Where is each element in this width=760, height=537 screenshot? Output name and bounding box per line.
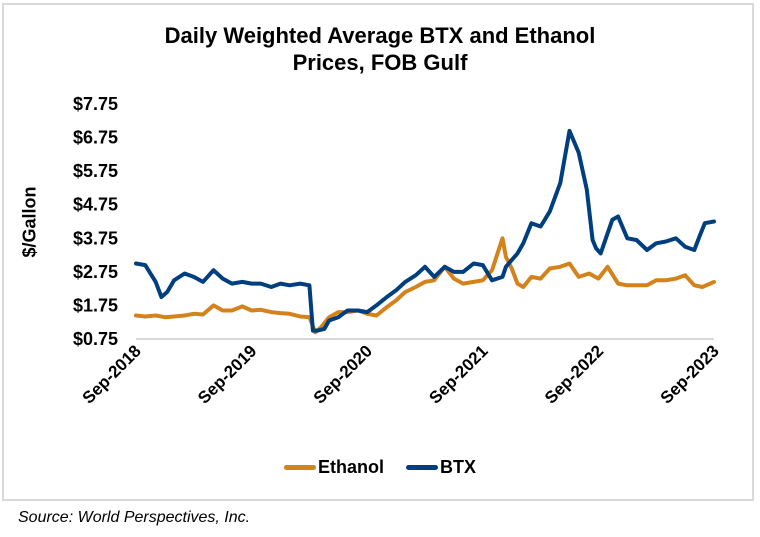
chart-frame [2, 3, 754, 501]
chart-title-line-1: Daily Weighted Average BTX and Ethanol [164, 23, 596, 48]
y-tick-label: $5.75 [73, 161, 118, 181]
series-lines [134, 128, 716, 335]
x-tick-label: Sep-2019 [194, 341, 260, 407]
chart-title-line-2: Prices, FOB Gulf [292, 50, 468, 75]
legend-swatch-ethanol [284, 465, 316, 470]
y-tick-label: $7.75 [73, 94, 118, 114]
y-tick-label: $1.75 [73, 295, 118, 315]
x-tick-label: Sep-2022 [541, 341, 607, 407]
legend-item-btx: BTX [406, 457, 476, 478]
y-tick-label: $3.75 [73, 228, 118, 248]
y-tick-label: $6.75 [73, 128, 118, 148]
y-tick-label: $0.75 [73, 329, 118, 349]
x-tick-label: Sep-2020 [310, 341, 376, 407]
legend-label-ethanol: Ethanol [318, 457, 384, 477]
legend-item-ethanol: Ethanol [284, 457, 384, 478]
legend: Ethanol BTX [0, 457, 760, 478]
chart-title: Daily Weighted Average BTX and Ethanol P… [0, 22, 760, 76]
legend-label-btx: BTX [440, 457, 476, 477]
source-note: Source: World Perspectives, Inc. [18, 509, 251, 526]
y-tick-label: $2.75 [73, 262, 118, 282]
y-tick-label: $4.75 [73, 195, 118, 215]
y-axis-ticks: $0.75 $1.75 $2.75 $3.75 $4.75 $5.75 $6.75 $7.75 [73, 94, 118, 349]
x-tick-label: Sep-2021 [425, 341, 491, 407]
x-axis-ticks: Sep-2018 Sep-2019 Sep-2020 Sep-2021 Sep-2022… [79, 341, 723, 407]
legend-swatch-btx [406, 465, 438, 470]
series-line-btx [134, 128, 716, 333]
x-tick-label: Sep-2023 [657, 341, 723, 407]
x-tick-label: Sep-2018 [79, 341, 145, 407]
series-line-ethanol [134, 236, 716, 335]
